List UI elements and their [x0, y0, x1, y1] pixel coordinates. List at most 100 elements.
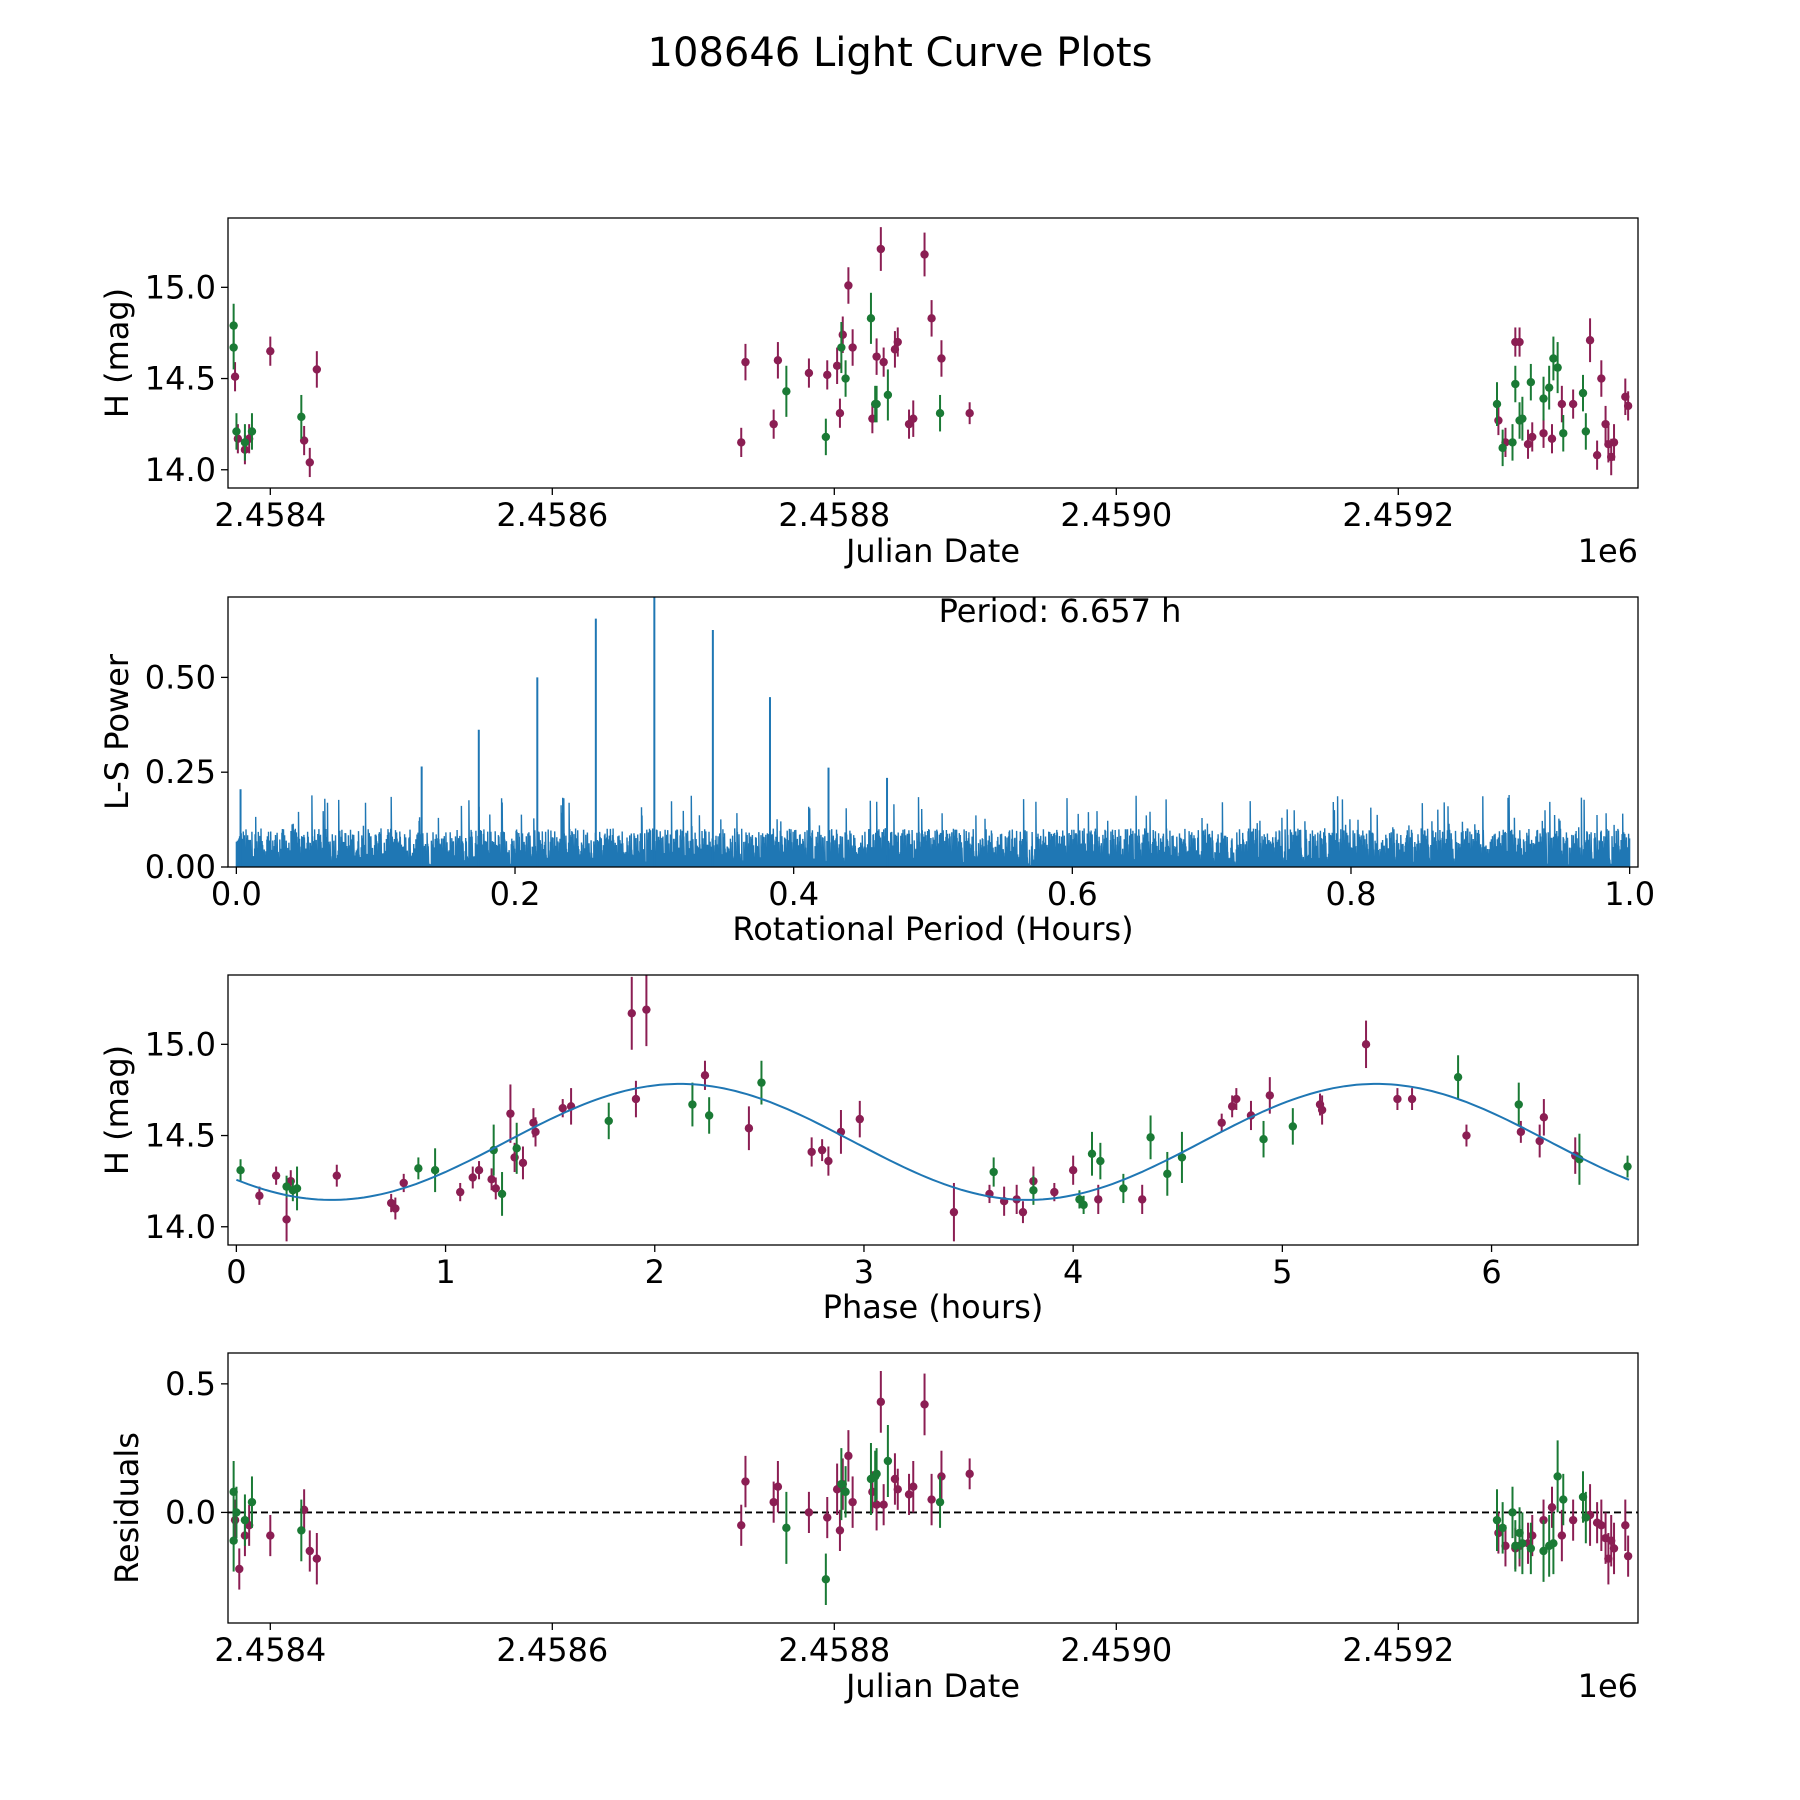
- lightcurve-point-green: [1549, 354, 1558, 363]
- lightcurve-point-purple: [305, 458, 314, 467]
- residuals-x-tick-label: 2.4588: [778, 1631, 890, 1669]
- phased-point-purple: [1407, 1094, 1417, 1104]
- residuals-point-green: [247, 1497, 257, 1507]
- lightcurve-point-purple: [920, 250, 929, 259]
- lightcurve-point-purple: [832, 361, 842, 370]
- lightcurve-x-offset-label: 1e6: [1578, 532, 1638, 570]
- residuals-point-purple: [937, 1472, 946, 1481]
- lightcurve-point-purple: [1547, 434, 1557, 443]
- lightcurve-x-tick-label: 2.4588: [778, 496, 890, 534]
- lightcurve-point-green: [247, 427, 257, 436]
- lightcurve-point-purple: [737, 438, 746, 447]
- phased-y-tick-label: 14.0: [145, 1208, 216, 1246]
- lightcurve-point-green: [1518, 414, 1527, 423]
- phased-point-purple: [1361, 1040, 1371, 1049]
- residuals-point-purple: [1621, 1521, 1630, 1530]
- lightcurve-point-green: [1511, 379, 1520, 389]
- phased-point-green: [1177, 1153, 1187, 1162]
- residuals-plot-area: [228, 1371, 1638, 1605]
- residuals-point-purple: [835, 1526, 845, 1535]
- periodogram-x-tick-label: 0.4: [768, 875, 819, 913]
- residuals-point-purple: [1609, 1544, 1619, 1553]
- periodogram-x-tick-label: 1.0: [1604, 875, 1655, 913]
- lightcurve-point-purple: [838, 330, 847, 339]
- phased-point-purple: [1317, 1105, 1327, 1115]
- residuals-axes-frame: [227, 1352, 1639, 1624]
- lightcurve-point-green: [1578, 388, 1588, 398]
- phased-point-green: [704, 1111, 714, 1120]
- residuals-point-green: [297, 1526, 306, 1535]
- phased-point-green: [688, 1100, 697, 1109]
- lightcurve-x-tick-label: 2.4584: [214, 496, 326, 534]
- lightcurve-point-green: [1498, 443, 1507, 453]
- phased-point-purple: [1539, 1113, 1549, 1122]
- phased-point-green: [1288, 1122, 1298, 1131]
- lightcurve-point-green: [782, 387, 791, 396]
- residuals-point-green: [1508, 1508, 1517, 1517]
- periodogram-x-tick-label: 0.6: [1047, 875, 1098, 913]
- lightcurve-point-purple: [1539, 429, 1548, 438]
- phased-point-purple: [558, 1103, 567, 1113]
- phased-axes-frame: [227, 974, 1639, 1246]
- phased-x-axis-label: Phase (hours): [823, 1288, 1044, 1326]
- residuals-point-purple: [312, 1554, 322, 1563]
- lightcurve-point-green: [1508, 438, 1517, 447]
- residuals-point-purple: [1623, 1551, 1633, 1561]
- figure-title: 108646 Light Curve Plots: [648, 30, 1153, 76]
- residuals-y-axis-label: Residuals: [108, 1432, 146, 1584]
- residuals-point-green: [883, 1456, 893, 1466]
- phased-point-green: [1514, 1100, 1523, 1109]
- phased-point-purple: [1227, 1102, 1237, 1111]
- residuals-point-purple: [737, 1521, 746, 1530]
- residuals-x-tick-label: 2.4584: [214, 1631, 326, 1669]
- residuals-x-tick-label: 2.4592: [1342, 1631, 1454, 1669]
- residuals-point-green: [841, 1487, 850, 1497]
- residuals-point-green: [1518, 1539, 1527, 1548]
- lightcurve-y-tick-label: 15.0: [145, 268, 216, 306]
- phased-point-purple: [332, 1171, 341, 1180]
- phased-point-green: [1259, 1134, 1268, 1144]
- residuals-point-purple: [927, 1495, 936, 1504]
- residuals-point-purple: [1557, 1531, 1567, 1540]
- residuals-x-tick-label: 2.4590: [1060, 1631, 1172, 1669]
- residuals-point-green: [1539, 1546, 1548, 1556]
- lightcurve-point-purple: [937, 354, 946, 363]
- phased-point-green: [1119, 1184, 1128, 1193]
- panel-phased: 0 1 2 3 4 5 6 14.0 14.5 15.0 Phase (hours) H (mag…: [98, 974, 1639, 1326]
- lightcurve-point-purple: [1523, 440, 1533, 449]
- phased-point-green: [604, 1116, 613, 1126]
- phased-x-tick-label: 4: [1063, 1253, 1083, 1291]
- residuals-point-purple: [848, 1497, 857, 1507]
- phased-point-green: [1146, 1133, 1155, 1142]
- periodogram-x-axis-label: Rotational Period (Hours): [732, 910, 1133, 948]
- phased-point-purple: [627, 1009, 636, 1018]
- periodogram-y-tick-label: 0.50: [145, 658, 216, 696]
- lightcurve-point-green: [1539, 394, 1548, 403]
- residuals-y-tick-label: 0.5: [165, 1365, 216, 1403]
- residuals-point-purple: [893, 1485, 902, 1494]
- phased-point-purple: [391, 1204, 400, 1213]
- periodogram-y-tick-label: 0.25: [145, 753, 216, 791]
- phased-point-purple: [807, 1147, 816, 1157]
- residuals-point-purple: [920, 1400, 929, 1409]
- lightcurve-x-tick-label: 2.4586: [496, 496, 608, 534]
- residuals-point-purple: [230, 1515, 240, 1525]
- residuals-point-green: [1581, 1513, 1591, 1522]
- phased-y-tick-label: 14.5: [145, 1117, 216, 1155]
- periodogram-plot-area: [235, 597, 1631, 867]
- phased-point-purple: [824, 1156, 833, 1166]
- lightcurve-point-purple: [1609, 438, 1619, 447]
- panel-periodogram: 0.0 0.2 0.4 0.6 0.8 1.0 0.00 0.25 0.50 Period: 6…: [98, 592, 1655, 948]
- lightcurve-point-purple: [1592, 450, 1602, 460]
- residuals-point-green: [872, 1469, 881, 1479]
- lightcurve-point-purple: [230, 372, 240, 381]
- lightcurve-point-purple: [835, 409, 845, 418]
- residuals-point-purple: [1528, 1531, 1537, 1540]
- phased-fit-curve: [236, 1082, 1630, 1201]
- lightcurve-point-green: [837, 343, 846, 352]
- residuals-point-purple: [823, 1513, 832, 1522]
- phased-point-purple: [1516, 1127, 1526, 1137]
- residuals-point-green: [837, 1479, 846, 1489]
- phased-point-purple: [1462, 1131, 1471, 1140]
- phased-point-green: [1087, 1149, 1097, 1158]
